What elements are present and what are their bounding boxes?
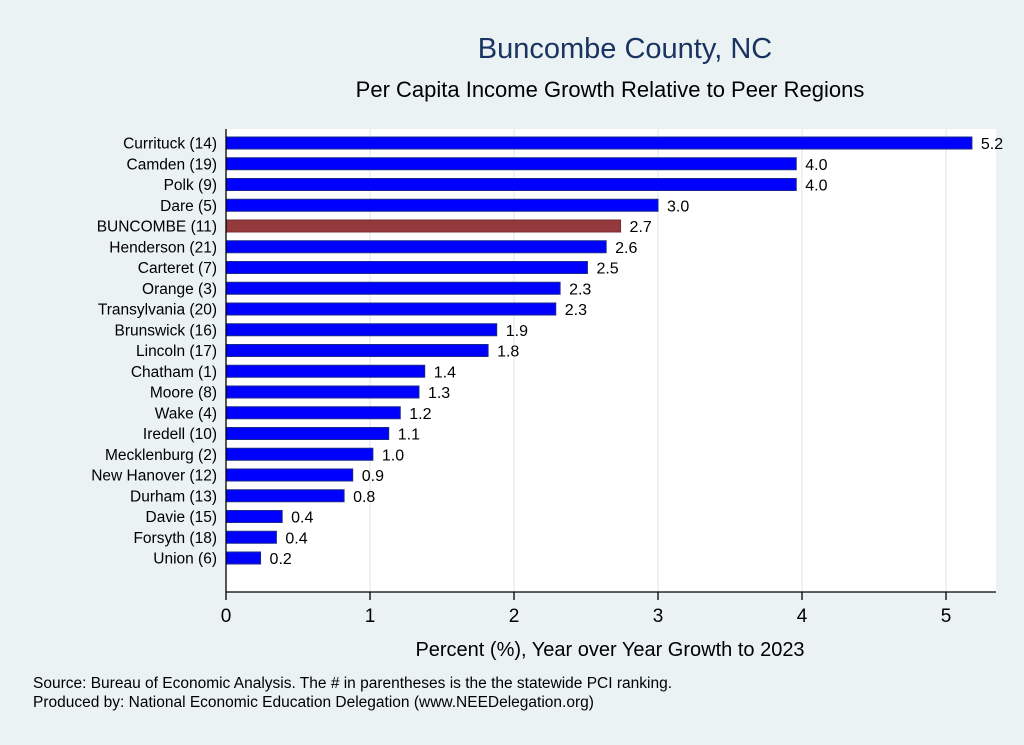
category-label: Mecklenburg (2) xyxy=(105,447,217,464)
x-tick-label: 5 xyxy=(941,606,952,627)
category-label: Camden (19) xyxy=(127,156,217,173)
value-label: 1.0 xyxy=(382,447,404,464)
category-label: Transylvania (20) xyxy=(98,302,217,319)
category-label: Lincoln (17) xyxy=(136,343,217,360)
category-label: Orange (3) xyxy=(142,281,217,298)
category-label: Moore (8) xyxy=(150,385,217,402)
category-label: Durham (13) xyxy=(130,488,217,505)
bar xyxy=(225,385,420,399)
category-label: Currituck (14) xyxy=(123,136,217,153)
category-label: Dare (5) xyxy=(160,198,217,215)
value-label: 0.4 xyxy=(291,510,313,527)
value-label: 1.4 xyxy=(434,364,456,381)
x-tick-label: 0 xyxy=(221,606,232,627)
x-tick-label: 3 xyxy=(653,606,664,627)
category-label: Polk (9) xyxy=(164,177,217,194)
value-label: 2.6 xyxy=(615,240,637,257)
value-label: 2.7 xyxy=(630,219,652,236)
category-label: Iredell (10) xyxy=(143,426,217,443)
bar xyxy=(225,178,797,191)
bar xyxy=(225,406,401,420)
category-label: Forsyth (18) xyxy=(133,530,217,547)
bar xyxy=(225,510,283,523)
category-label: Wake (4) xyxy=(155,405,217,422)
bar xyxy=(225,427,390,440)
bar xyxy=(225,198,659,212)
source-note: Source: Bureau of Economic Analysis. The… xyxy=(33,675,672,692)
value-label: 4.0 xyxy=(805,157,827,174)
category-label: Carteret (7) xyxy=(138,260,217,277)
bar xyxy=(225,302,557,316)
producer-note: Produced by: National Economic Education… xyxy=(33,694,594,711)
bar xyxy=(225,530,277,544)
bar xyxy=(225,468,354,482)
value-label: 2.3 xyxy=(569,281,591,298)
value-label: 0.2 xyxy=(270,551,292,568)
plot-area xyxy=(226,129,996,592)
bar xyxy=(225,323,498,337)
value-label: 1.8 xyxy=(497,344,519,361)
bar xyxy=(225,261,588,274)
bar xyxy=(225,364,426,378)
value-label: 3.0 xyxy=(667,198,689,215)
category-label: BUNCOMBE (11) xyxy=(97,219,217,236)
bar xyxy=(225,447,374,461)
x-tick-label: 2 xyxy=(509,606,520,627)
value-label: 2.5 xyxy=(596,261,618,278)
value-label: 1.9 xyxy=(506,323,528,340)
bar xyxy=(225,489,345,503)
bar xyxy=(225,136,973,150)
category-label: New Hanover (12) xyxy=(91,468,217,485)
category-label: Henderson (21) xyxy=(109,239,217,256)
category-label: Brunswick (16) xyxy=(115,322,218,339)
bar xyxy=(225,240,607,254)
bar xyxy=(225,281,561,295)
value-label: 0.8 xyxy=(353,489,375,506)
value-label: 2.3 xyxy=(565,302,587,319)
value-label: 4.0 xyxy=(805,178,827,195)
category-label: Union (6) xyxy=(153,551,217,568)
value-label: 5.2 xyxy=(981,136,1003,153)
chart-subtitle: Per Capita Income Growth Relative to Pee… xyxy=(356,77,865,102)
x-tick-label: 4 xyxy=(797,606,808,627)
bar xyxy=(225,157,797,171)
category-label: Chatham (1) xyxy=(131,364,217,381)
category-label: Davie (15) xyxy=(146,509,218,526)
value-label: 1.2 xyxy=(409,406,431,423)
value-label: 1.3 xyxy=(428,385,450,402)
bar xyxy=(225,344,489,357)
value-label: 1.1 xyxy=(398,427,420,444)
value-label: 0.4 xyxy=(285,530,307,547)
x-tick-label: 1 xyxy=(365,606,376,627)
chart-title: Buncombe County, NC xyxy=(478,33,772,65)
value-label: 0.9 xyxy=(362,468,384,485)
bar xyxy=(225,551,262,565)
x-axis-label: Percent (%), Year over Year Growth to 20… xyxy=(415,639,804,661)
bar-highlighted xyxy=(225,219,622,233)
